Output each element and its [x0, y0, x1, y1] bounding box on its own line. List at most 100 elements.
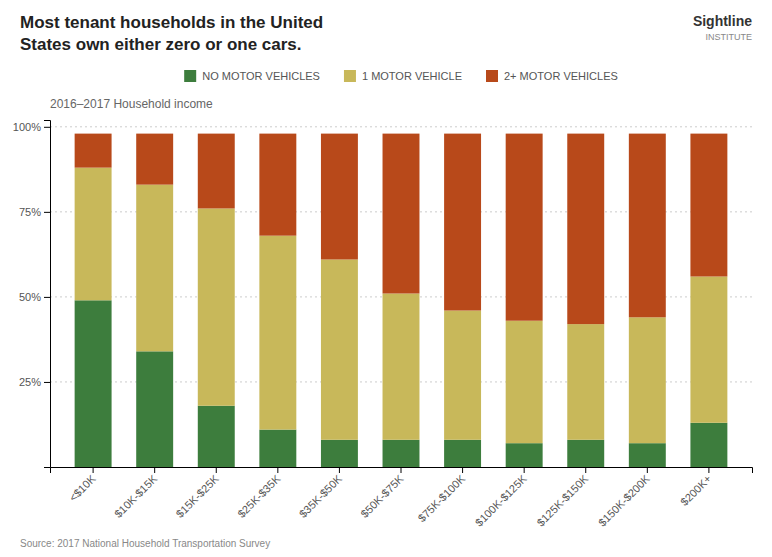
x-tick-label: $100K-$125K — [473, 472, 530, 529]
x-tick-mark — [647, 467, 648, 473]
bar — [321, 259, 358, 439]
bar — [629, 134, 666, 318]
x-tick: $25K-$35K — [235, 467, 283, 520]
logo-subname: INSTITUTE — [706, 32, 753, 42]
y-tick-mark — [44, 382, 50, 383]
x-tick: $15K-$25K — [174, 467, 222, 520]
bar — [259, 236, 296, 430]
x-tick: <$10K — [67, 467, 99, 504]
x-tick-label: $150K-$200K — [596, 472, 653, 529]
bar — [75, 134, 112, 168]
x-tick-mark — [708, 467, 709, 473]
y-tick-mark — [44, 127, 50, 128]
x-tick-label: $10K-$15K — [112, 472, 160, 520]
bar — [75, 300, 112, 467]
bar — [444, 311, 481, 440]
bar — [321, 440, 358, 467]
x-tick-label: $125K-$150K — [534, 472, 591, 529]
bar — [444, 134, 481, 311]
bar — [383, 294, 420, 440]
bar — [198, 134, 235, 209]
y-tick-label: 50% — [19, 291, 41, 303]
bar — [506, 134, 543, 321]
x-tick-mark — [93, 467, 94, 473]
bar — [690, 134, 727, 277]
y-tick-mark — [44, 212, 50, 213]
bars — [75, 134, 728, 467]
bar — [444, 440, 481, 467]
bar — [383, 134, 420, 294]
bar — [567, 324, 604, 440]
y-tick: 50% — [19, 291, 50, 303]
bar — [321, 134, 358, 260]
x-tick-label: $35K-$50K — [297, 472, 345, 520]
y-tick-label: 75% — [19, 206, 41, 218]
legend-label: NO MOTOR VEHICLES — [202, 70, 320, 82]
legend-swatch — [344, 70, 356, 82]
x-tick-label: $50K-$75K — [358, 472, 406, 520]
legend-label: 2+ MOTOR VEHICLES — [504, 70, 618, 82]
bar — [506, 443, 543, 467]
bar — [136, 351, 173, 467]
grid-line — [50, 126, 752, 127]
y-tick-mark — [44, 297, 50, 298]
bar — [567, 134, 604, 325]
source: Source: 2017 National Household Transpor… — [20, 538, 270, 549]
bar — [198, 208, 235, 405]
legend-item: NO MOTOR VEHICLES — [184, 70, 320, 82]
bar — [690, 423, 727, 467]
bar — [629, 317, 666, 443]
legend-swatch — [184, 70, 196, 82]
x-tick-label: $25K-$35K — [235, 472, 283, 520]
bar — [629, 443, 666, 467]
x-tick-mark — [339, 467, 340, 473]
bar — [136, 185, 173, 352]
x-tick-mark — [524, 467, 525, 473]
bar — [506, 321, 543, 443]
x-tick: $35K-$50K — [297, 467, 345, 520]
legend-label: 1 MOTOR VEHICLE — [362, 70, 462, 82]
y-tick-label: 100% — [13, 121, 41, 133]
x-tick: $150K-$200K — [596, 467, 653, 529]
y-tick-label: 25% — [19, 376, 41, 388]
y-tick: 75% — [19, 206, 50, 218]
logo-name: Sightline — [693, 13, 752, 29]
bar — [383, 440, 420, 467]
x-tick-label: $15K-$25K — [174, 472, 222, 520]
bar — [136, 134, 173, 185]
bar — [259, 430, 296, 467]
series — [75, 134, 728, 325]
y-axis-line — [44, 121, 51, 468]
x-tick: $10K-$15K — [112, 467, 160, 520]
x-tick-label: $75K-$100K — [416, 472, 468, 524]
x-tick-mark — [277, 467, 278, 473]
bar — [75, 168, 112, 301]
title-line: Most tenant households in the United — [20, 13, 323, 32]
x-tick-mark — [216, 467, 217, 473]
bar — [259, 134, 296, 236]
bar — [690, 276, 727, 422]
x-tick: $75K-$100K — [416, 467, 468, 524]
y-tick: 100% — [13, 121, 50, 133]
y-tick: 25% — [19, 376, 50, 388]
legend-item: 2+ MOTOR VEHICLES — [486, 70, 618, 82]
legend-item: 1 MOTOR VEHICLE — [344, 70, 462, 82]
x-tick-mark — [401, 467, 402, 473]
chart: Most tenant households in the United Stat… — [0, 0, 772, 557]
x-tick-mark — [154, 467, 155, 473]
x-tick: $125K-$150K — [534, 467, 591, 529]
title: Most tenant households in the United Stat… — [20, 13, 323, 54]
title-line: States own either zero or one cars. — [20, 35, 302, 54]
x-tick-label: $200K+ — [678, 473, 714, 509]
x-axis-line — [51, 468, 753, 474]
legend-swatch — [486, 70, 498, 82]
subtitle: 2016–2017 Household income — [50, 97, 213, 111]
bar — [198, 406, 235, 467]
bar — [567, 440, 604, 467]
x-tick: $50K-$75K — [358, 467, 406, 520]
x-tick-label: <$10K — [67, 472, 99, 504]
x-axis: <$10K $10K-$15K $15K-$25K $25K-$35K $35K-$50… — [51, 467, 753, 529]
x-tick-mark — [585, 467, 586, 473]
x-tick: $200K+ — [678, 467, 714, 508]
x-tick: $100K-$125K — [473, 467, 530, 529]
